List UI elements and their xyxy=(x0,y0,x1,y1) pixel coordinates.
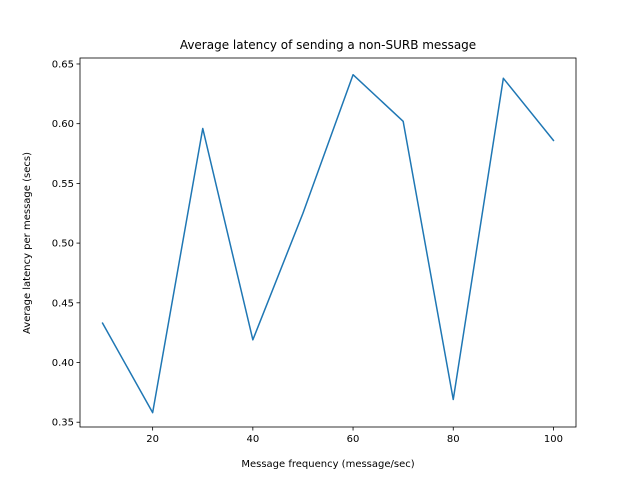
y-axis-label: Average latency per message (secs) xyxy=(22,152,33,334)
data-point xyxy=(402,120,404,122)
y-tick-label: 0.35 xyxy=(52,418,74,429)
y-tick-label: 0.40 xyxy=(52,358,74,369)
y-tick-label: 0.60 xyxy=(52,119,74,130)
data-point xyxy=(252,339,254,341)
data-point xyxy=(352,74,354,76)
data-point xyxy=(152,412,154,414)
y-tick-label: 0.50 xyxy=(52,239,74,250)
data-point xyxy=(553,140,555,142)
data-point xyxy=(452,399,454,401)
y-tick-label: 0.55 xyxy=(52,179,74,190)
x-tick-label: 40 xyxy=(246,434,259,445)
series-line-0 xyxy=(101,73,555,414)
plot-area: 20 40 60 80 100 0.35 0.40 0.45 0.50 0.55 0.60 0.65 xyxy=(52,57,577,445)
y-tick-label: 0.65 xyxy=(52,59,74,70)
data-point xyxy=(102,322,104,324)
data-point xyxy=(503,78,505,80)
chart-title: Average latency of sending a non-SURB me… xyxy=(180,38,476,52)
x-axis-label: Message frequency (message/sec) xyxy=(241,459,414,470)
y-tick-label: 0.45 xyxy=(52,298,74,309)
x-tick-label: 20 xyxy=(146,434,159,445)
data-point xyxy=(202,128,204,130)
data-point xyxy=(302,212,304,214)
axes-frame xyxy=(79,57,577,428)
x-tick-label: 80 xyxy=(447,434,460,445)
x-tick-label: 100 xyxy=(544,434,563,445)
x-tick-label: 60 xyxy=(347,434,360,445)
